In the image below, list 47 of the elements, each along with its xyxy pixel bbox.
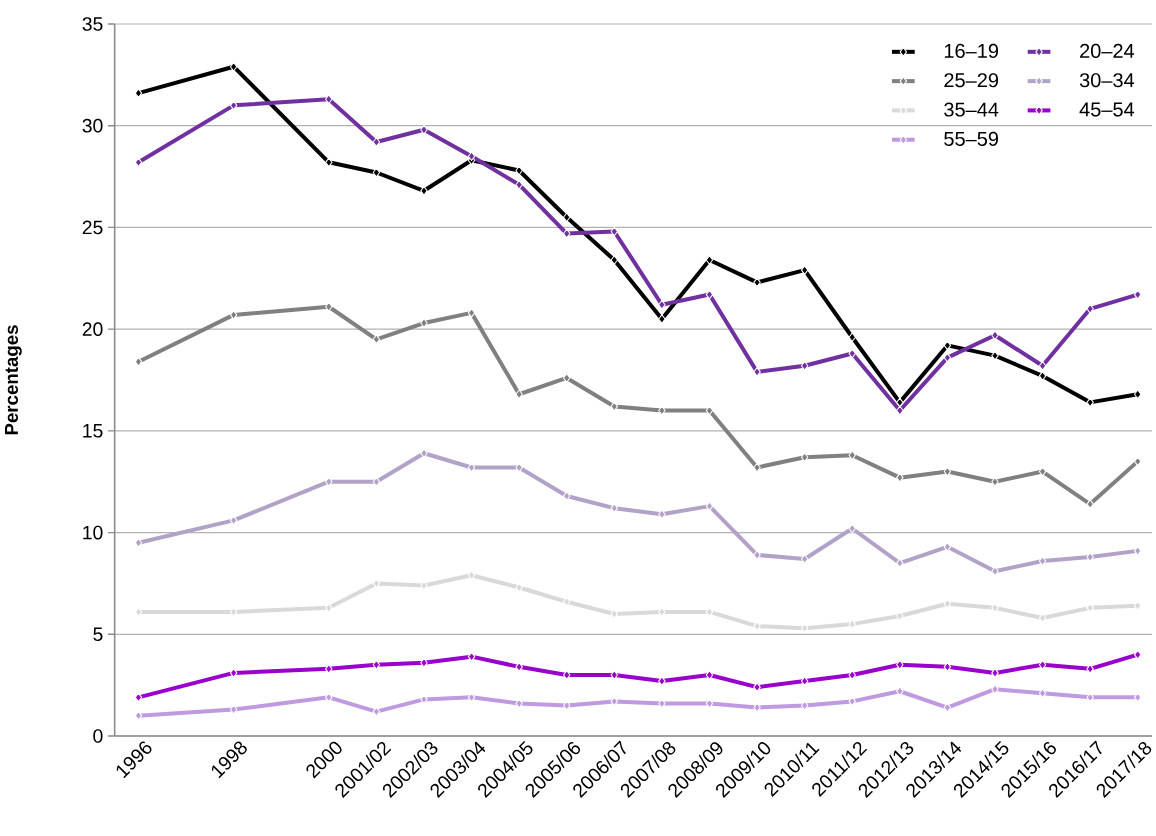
point bbox=[1086, 397, 1094, 408]
point bbox=[848, 332, 856, 343]
point bbox=[848, 348, 856, 359]
point bbox=[753, 462, 761, 473]
point bbox=[896, 397, 904, 408]
y-tick-label: 15 bbox=[83, 424, 103, 438]
point bbox=[325, 664, 333, 674]
point bbox=[848, 670, 856, 680]
point bbox=[705, 670, 714, 680]
point bbox=[991, 330, 999, 341]
point bbox=[229, 61, 238, 72]
point bbox=[420, 657, 428, 668]
point bbox=[1086, 664, 1094, 674]
point bbox=[896, 405, 904, 416]
y-tick-label: 30 bbox=[82, 118, 103, 133]
legend-label: 16–19 bbox=[944, 43, 999, 58]
point bbox=[896, 659, 904, 670]
legend-label: 30–34 bbox=[1079, 73, 1135, 88]
legend-label: 55–59 bbox=[944, 131, 999, 146]
y-tick-label: 0 bbox=[93, 729, 103, 743]
legend-label: 20–24 bbox=[1080, 43, 1135, 58]
point bbox=[658, 314, 666, 324]
point bbox=[467, 151, 476, 162]
y-tick-label: 10 bbox=[83, 525, 103, 540]
y-tick-label: 5 bbox=[93, 627, 103, 642]
legend-label: 45–54 bbox=[1079, 102, 1135, 117]
point bbox=[658, 299, 666, 310]
y-tick-label: 25 bbox=[82, 220, 103, 235]
point bbox=[610, 670, 619, 680]
point bbox=[1086, 303, 1094, 314]
point bbox=[610, 255, 619, 265]
point bbox=[562, 212, 571, 223]
point bbox=[705, 255, 714, 265]
point bbox=[1038, 360, 1047, 371]
legend-label: 25–29 bbox=[944, 73, 999, 88]
point bbox=[515, 165, 523, 176]
point bbox=[562, 670, 571, 680]
point bbox=[420, 124, 428, 135]
point bbox=[325, 94, 333, 105]
point bbox=[1133, 389, 1142, 400]
y-tick-label: 20 bbox=[82, 322, 103, 336]
point bbox=[610, 226, 619, 237]
point bbox=[991, 350, 999, 361]
point bbox=[372, 137, 381, 147]
y-tick-label: 35 bbox=[82, 17, 103, 31]
legend-label: 35–44 bbox=[944, 102, 999, 117]
y-axis-title: Percentages bbox=[4, 325, 22, 435]
